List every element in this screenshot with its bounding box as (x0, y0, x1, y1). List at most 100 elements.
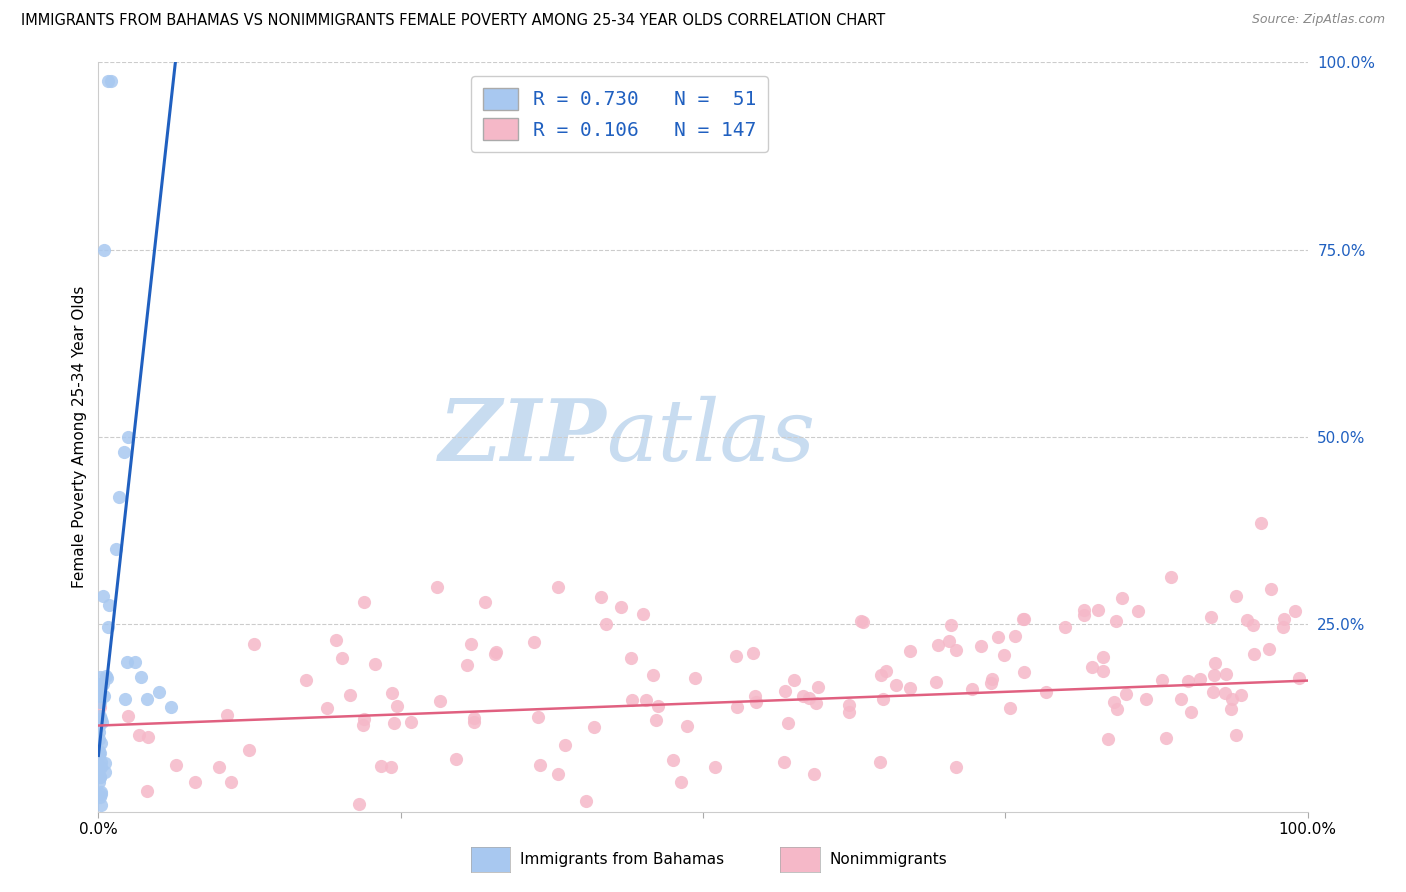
Point (352, 717, 374, 731)
Point (980, 675, 1002, 690)
Point (631, 607, 654, 621)
Point (90, 756, 112, 770)
Point (295, 673, 318, 687)
Point (89, 688, 111, 702)
Point (610, 600, 633, 615)
Point (94, 764, 117, 779)
Point (1104, 695, 1126, 709)
Point (460, 637, 482, 651)
Point (94, 756, 117, 770)
Point (1080, 659, 1102, 673)
Point (938, 633, 960, 648)
Point (243, 637, 266, 651)
Point (1091, 650, 1114, 665)
Point (1011, 612, 1033, 626)
Point (875, 664, 897, 678)
Point (484, 647, 506, 661)
Point (90, 736, 112, 750)
Point (1035, 685, 1057, 699)
Point (339, 688, 361, 702)
Point (838, 705, 860, 719)
Point (316, 701, 339, 715)
Point (1073, 603, 1095, 617)
Text: IMMIGRANTS FROM BAHAMAS VS NONIMMIGRANTS FEMALE POVERTY AMONG 25-34 YEAR OLDS CO: IMMIGRANTS FROM BAHAMAS VS NONIMMIGRANTS… (21, 13, 886, 29)
Point (683, 671, 706, 685)
Point (1170, 692, 1192, 706)
Point (87, 747, 110, 762)
Point (582, 720, 605, 734)
Point (124, 655, 146, 669)
Point (217, 708, 239, 723)
Point (1250, 516, 1272, 531)
Point (89, 700, 111, 714)
Point (330, 651, 353, 665)
Point (1004, 629, 1026, 643)
Point (208, 760, 231, 774)
Point (554, 739, 576, 753)
Point (1177, 673, 1199, 688)
Point (115, 655, 138, 669)
Text: atlas: atlas (606, 396, 815, 478)
Point (114, 692, 136, 706)
Point (776, 716, 799, 731)
Point (96, 620, 118, 634)
Point (136, 783, 159, 797)
Point (93, 590, 115, 604)
Point (347, 797, 370, 812)
Point (353, 712, 375, 726)
Point (87, 775, 110, 789)
Text: Nonimmigrants: Nonimmigrants (830, 853, 948, 867)
Point (1222, 691, 1244, 706)
Point (1225, 589, 1247, 603)
Point (634, 693, 657, 707)
Point (1087, 603, 1109, 617)
Point (925, 675, 948, 690)
Point (852, 615, 875, 629)
Point (526, 710, 548, 724)
Point (90, 787, 112, 801)
Point (745, 695, 768, 709)
Point (474, 595, 496, 609)
Point (444, 752, 467, 766)
Point (87, 678, 110, 692)
Point (575, 794, 598, 808)
Y-axis label: Female Poverty Among 25-34 Year Olds: Female Poverty Among 25-34 Year Olds (72, 286, 87, 588)
Point (87, 718, 110, 732)
Point (591, 591, 613, 605)
Point (1073, 608, 1095, 623)
Point (1213, 686, 1236, 700)
Point (741, 646, 763, 660)
Point (725, 699, 748, 714)
Point (148, 685, 170, 699)
Point (89, 695, 111, 709)
Legend: R = 0.730   N =  51, R = 0.106   N = 147: R = 0.730 N = 51, R = 0.106 N = 147 (471, 76, 768, 152)
Point (675, 718, 697, 732)
Point (93, 689, 115, 703)
Point (1284, 604, 1306, 618)
Point (998, 701, 1021, 715)
Point (641, 667, 664, 681)
Point (370, 759, 392, 773)
Point (744, 689, 766, 703)
Point (1135, 692, 1157, 706)
Point (1160, 569, 1182, 583)
Point (87, 743, 110, 757)
Point (869, 755, 891, 769)
Point (898, 681, 921, 695)
Point (380, 760, 402, 774)
Point (869, 668, 891, 682)
Point (382, 716, 405, 731)
Point (1111, 591, 1133, 605)
Point (1243, 647, 1265, 661)
Point (620, 651, 643, 665)
Point (90, 797, 112, 812)
Point (87, 731, 110, 746)
Point (112, 445, 135, 459)
Point (792, 689, 814, 703)
Point (927, 639, 949, 653)
Point (89, 770, 111, 784)
Point (100, 74, 122, 88)
Point (1272, 619, 1295, 633)
Point (1152, 673, 1174, 687)
Point (529, 758, 551, 772)
